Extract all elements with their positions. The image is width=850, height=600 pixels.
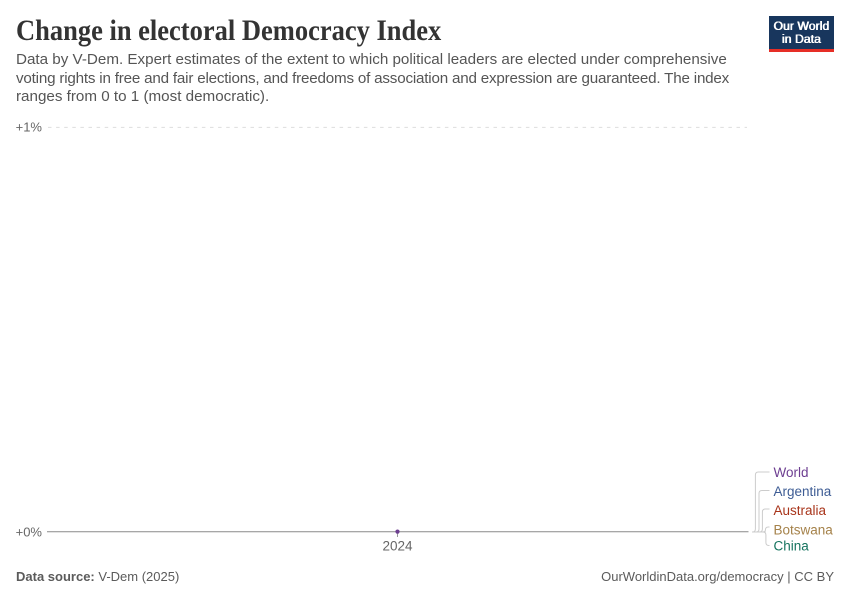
svg-text:Botswana: Botswana: [774, 522, 834, 537]
svg-text:+0%: +0%: [16, 524, 43, 539]
svg-text:Australia: Australia: [774, 503, 827, 518]
svg-text:Argentina: Argentina: [774, 484, 832, 499]
svg-text:2024: 2024: [382, 538, 413, 553]
svg-text:+1%: +1%: [16, 120, 43, 135]
svg-text:World: World: [774, 465, 809, 480]
svg-text:China: China: [774, 538, 810, 553]
